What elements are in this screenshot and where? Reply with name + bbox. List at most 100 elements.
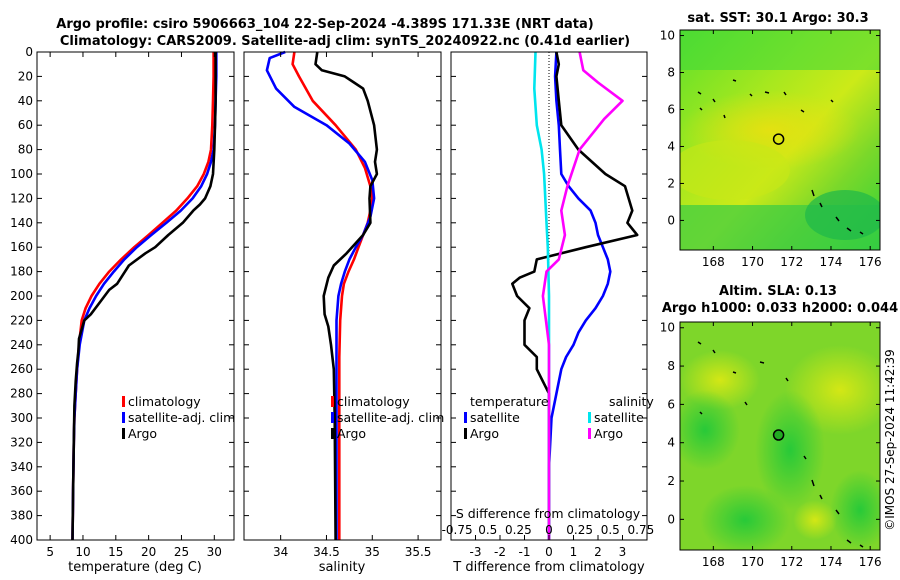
depth-tick-label: 140 bbox=[10, 216, 33, 230]
sla-argo-marker bbox=[772, 429, 785, 441]
sst-north-band bbox=[680, 30, 880, 70]
x-tick-label: 1 bbox=[570, 545, 578, 559]
x-tick-label: -3 bbox=[470, 545, 482, 559]
salinity-legend: climatology satellite-adj. clim Argo bbox=[331, 394, 444, 441]
legend-label-climatology: climatology bbox=[337, 394, 410, 409]
sla-map-axes: 168 170 172 174 176 0 2 4 6 8 10 bbox=[660, 321, 882, 569]
figure-title-line1: Argo profile: csiro 5906663_104 22-Sep-2… bbox=[56, 17, 593, 32]
figure-title-line2: Climatology: CARS2009. Satellite-adj cli… bbox=[60, 34, 630, 49]
legend-label-satellite: satellite-adj. clim bbox=[128, 410, 235, 425]
sst-map-title: sat. SST: 30.1 Argo: 30.3 bbox=[687, 11, 868, 26]
sla-map-frame bbox=[679, 321, 881, 551]
sla-high-patch bbox=[793, 500, 837, 540]
map-y-tick-label: 6 bbox=[667, 102, 675, 116]
map-x-tick-label: 172 bbox=[780, 555, 803, 569]
depth-tick-label: 400 bbox=[10, 533, 33, 547]
series-line-climatology bbox=[291, 51, 374, 540]
legend-title-temperature: temperature bbox=[470, 394, 549, 409]
depth-tick-label: 40 bbox=[18, 94, 33, 108]
sla-low-patch bbox=[755, 390, 825, 510]
map-x-tick-label: 168 bbox=[702, 255, 725, 269]
temperature-panel: 0 20 40 60 80 100 120 140 160 180 200 220 240 260 280 3… bbox=[10, 45, 235, 575]
x-tick-label: 35 bbox=[365, 545, 380, 559]
legend-label-temp-satellite: satellite bbox=[470, 410, 520, 425]
sla-low-patch bbox=[680, 390, 740, 470]
map-y-tick-label: 0 bbox=[667, 213, 675, 227]
depth-tick-label: 220 bbox=[10, 313, 33, 327]
map-y-tick-label: 8 bbox=[667, 66, 675, 80]
map-x-tick-label: 172 bbox=[780, 255, 803, 269]
sst-map-field bbox=[680, 30, 880, 250]
depth-tick-label: 0 bbox=[25, 45, 33, 59]
x-tick-label: -1 bbox=[519, 545, 531, 559]
depth-tick-label: 260 bbox=[10, 362, 33, 376]
legend-label-climatology: climatology bbox=[128, 394, 201, 409]
sst-map-axes: 168 170 172 174 176 0 2 4 6 8 10 bbox=[660, 29, 882, 269]
imos-credit: ©IMOS 27-Sep-2024 11:42:39 bbox=[883, 349, 897, 531]
s-tick-label: 0.25 bbox=[566, 523, 593, 537]
s-difference-label: S difference from climatology bbox=[456, 506, 641, 521]
depth-tick-label: 380 bbox=[10, 509, 33, 523]
sst-argo-marker bbox=[772, 133, 785, 145]
legend-swatch-climatology bbox=[122, 396, 125, 407]
map-y-tick-label: 4 bbox=[667, 139, 675, 153]
legend-label-satellite: satellite-adj. clim bbox=[337, 410, 444, 425]
salinity-panel: 34 34.5 35 35.5 salinity climatology satell… bbox=[243, 50, 444, 575]
series-line-argo bbox=[314, 51, 379, 541]
depth-tick-label: 340 bbox=[10, 460, 33, 474]
sst-islands bbox=[697, 79, 864, 235]
map-x-tick-label: 174 bbox=[820, 255, 843, 269]
map-x-tick-label: 168 bbox=[702, 555, 725, 569]
series-line-temperature-argo bbox=[510, 51, 639, 540]
temperature-axes-frame bbox=[36, 51, 235, 541]
salinity-series bbox=[265, 50, 379, 541]
map-y-tick-label: 10 bbox=[660, 29, 675, 43]
depth-tick-label: 100 bbox=[10, 167, 33, 181]
x-tick-label: -2 bbox=[494, 545, 506, 559]
difference-legend: temperature salinity satellite Argo sate… bbox=[464, 394, 654, 441]
difference-series bbox=[510, 51, 639, 540]
series-line-argo bbox=[71, 52, 217, 541]
map-x-tick-label: 170 bbox=[741, 255, 764, 269]
sla-low-patch bbox=[700, 485, 790, 550]
depth-tick-label: 20 bbox=[18, 69, 33, 83]
depth-tick-label: 240 bbox=[10, 338, 33, 352]
depth-tick-label: 300 bbox=[10, 411, 33, 425]
s-tick-label: 0 bbox=[545, 523, 553, 537]
x-tick-label: 30 bbox=[207, 545, 222, 559]
difference-x-axis: -3 -2 -1 0 1 2 3 bbox=[451, 51, 647, 559]
legend-swatch-temp-satellite bbox=[464, 412, 467, 423]
legend-label-argo: Argo bbox=[337, 426, 366, 441]
depth-axis: 0 20 40 60 80 100 120 140 160 180 200 220 240 260 280 3… bbox=[10, 45, 33, 547]
salinity-xlabel: salinity bbox=[319, 560, 366, 575]
series-line-temperature-satellite bbox=[547, 51, 612, 540]
map-y-tick-label: 10 bbox=[660, 321, 675, 335]
difference-xlabel: T difference from climatology bbox=[452, 560, 645, 575]
depth-tick-label: 160 bbox=[10, 240, 33, 254]
x-tick-label: 25 bbox=[174, 545, 189, 559]
legend-swatch-satellite bbox=[122, 412, 125, 423]
map-y-tick-label: 2 bbox=[667, 176, 675, 190]
s-tick-label: 0.75 bbox=[628, 523, 655, 537]
series-line-satellite-adj-clim bbox=[265, 50, 376, 540]
depth-tick-label: 360 bbox=[10, 484, 33, 498]
sla-low-patch bbox=[830, 470, 880, 550]
legend-label-argo: Argo bbox=[128, 426, 157, 441]
s-tick-label: -0.75 bbox=[442, 523, 473, 537]
x-tick-label: 34.5 bbox=[313, 545, 340, 559]
x-tick-label: 20 bbox=[141, 545, 156, 559]
x-tick-label: 0 bbox=[545, 545, 553, 559]
sla-islands bbox=[697, 341, 864, 548]
s-difference-ticks: -0.75 0.5 0.25 0 0.25 0.5 0.75 bbox=[442, 523, 655, 537]
sla-map-title: Altim. SLA: 0.13 bbox=[719, 284, 837, 299]
map-y-tick-label: 8 bbox=[667, 359, 675, 373]
s-tick-label: 0.5 bbox=[601, 523, 620, 537]
x-tick-label: 35.5 bbox=[405, 545, 432, 559]
legend-swatch-argo bbox=[331, 428, 334, 439]
temperature-xlabel: temperature (deg C) bbox=[68, 560, 202, 575]
series-line-climatology bbox=[71, 52, 215, 541]
legend-swatch-sal-argo bbox=[588, 428, 591, 439]
map-x-tick-label: 176 bbox=[859, 555, 882, 569]
map-x-tick-label: 174 bbox=[820, 555, 843, 569]
